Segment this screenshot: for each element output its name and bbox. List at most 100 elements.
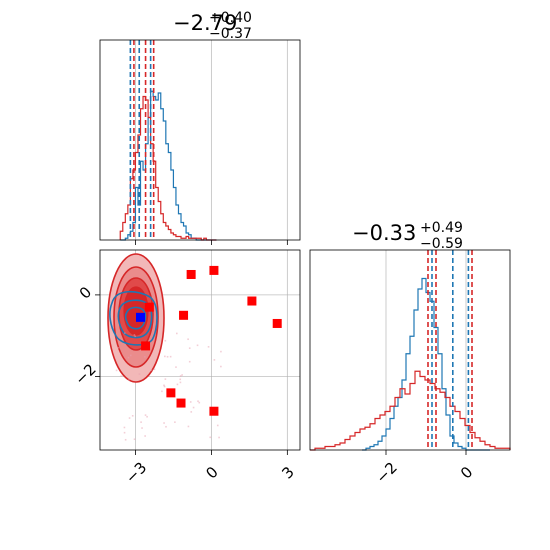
sample-dot xyxy=(164,355,166,358)
sample-dot xyxy=(196,344,199,347)
quantile-lines xyxy=(427,250,473,450)
sample-dot xyxy=(169,355,172,358)
sample-dot xyxy=(207,346,210,348)
sample-dot xyxy=(127,356,130,359)
sample-dot xyxy=(144,414,147,416)
axes-frame xyxy=(99,249,301,451)
panel-title-minus: −0.59 xyxy=(420,236,463,252)
sample-dot xyxy=(129,354,132,357)
x-tick-label: 3 xyxy=(278,463,297,482)
sample-dot xyxy=(176,383,179,386)
scatter-point-blue xyxy=(136,312,146,322)
sample-dot xyxy=(179,375,182,377)
sample-dot xyxy=(218,436,220,439)
axes-frame xyxy=(309,249,511,451)
sample-dot xyxy=(179,378,182,381)
quantile-lines xyxy=(129,40,155,240)
x-ticks: −2 0 xyxy=(373,450,476,487)
panel-title-plus: +0.49 xyxy=(420,220,463,236)
scatter-point-red xyxy=(179,310,189,320)
sample-dot xyxy=(153,368,156,371)
sample-dot xyxy=(146,415,148,418)
axes-frame xyxy=(99,39,301,241)
sample-dot xyxy=(128,378,130,381)
scatter-point-red xyxy=(176,398,186,408)
sample-dot xyxy=(163,422,165,424)
sample-dot xyxy=(115,369,118,372)
sample-dot xyxy=(123,431,126,434)
scatter-point-red xyxy=(144,302,154,312)
panel-title-plus: +0.40 xyxy=(209,10,252,26)
sample-dot xyxy=(133,334,136,336)
sample-dot xyxy=(188,347,191,349)
sample-dot xyxy=(216,424,219,427)
sample-dot xyxy=(165,425,167,428)
sample-dot xyxy=(209,436,212,439)
sample-dot xyxy=(141,427,143,429)
sample-dot xyxy=(124,438,127,441)
panel-title-main: −0.33 xyxy=(352,221,416,245)
panel-title-minus: −0.37 xyxy=(209,26,252,42)
y-tick-label: −2 xyxy=(71,360,99,388)
x-tick-label: −2 xyxy=(373,459,401,487)
y-ticks: −2 0 xyxy=(71,283,100,389)
sample-dot xyxy=(174,421,176,423)
sample-dot xyxy=(120,375,122,377)
sample-dot xyxy=(179,381,182,384)
sample-points xyxy=(115,332,222,441)
panel-joint: −3 0 3 −2 0 xyxy=(71,249,301,487)
sample-dot xyxy=(175,332,178,335)
scatter-point-red xyxy=(209,406,219,416)
sample-dot xyxy=(161,390,163,393)
sample-dot xyxy=(163,384,165,387)
x-tick-label: 0 xyxy=(202,463,221,482)
scatter-point-red xyxy=(272,318,282,328)
sample-dot xyxy=(117,346,120,349)
sample-dot xyxy=(197,400,199,403)
sample-dot xyxy=(164,378,167,380)
sample-dot xyxy=(164,339,167,342)
sample-dot xyxy=(187,338,189,341)
scatter-point-red xyxy=(209,265,219,275)
gridlines xyxy=(385,250,467,450)
sample-dot xyxy=(190,411,193,413)
sample-dot xyxy=(134,335,136,338)
sample-dot xyxy=(140,421,142,423)
histogram-series xyxy=(362,277,490,451)
gridlines xyxy=(135,40,288,240)
sample-dot xyxy=(189,401,192,403)
x-ticks: −3 0 3 xyxy=(122,450,298,487)
contour-blue-outer xyxy=(109,290,158,346)
sample-dot xyxy=(187,425,190,428)
histogram-series xyxy=(310,370,511,451)
panel-title-main: −2.79 xyxy=(173,11,237,35)
sample-dot xyxy=(181,374,183,376)
contour-blue-inner xyxy=(124,306,147,330)
sample-dot xyxy=(213,359,216,361)
x-tick-label: −3 xyxy=(122,459,150,487)
contours xyxy=(107,253,165,383)
panel-marginal-y: −2 0 −0.33 +0.49 −0.59 xyxy=(309,220,511,487)
x-ticks xyxy=(135,240,288,245)
sample-dot xyxy=(198,401,201,404)
sample-dot xyxy=(220,350,222,353)
y-tick-label: 0 xyxy=(76,283,95,302)
sample-dot xyxy=(133,438,136,441)
sample-dot xyxy=(123,332,126,334)
sample-dot xyxy=(144,435,146,437)
sample-dot xyxy=(192,406,195,409)
sample-dot xyxy=(175,366,177,368)
scatter-point-red xyxy=(141,341,151,351)
sample-dot xyxy=(131,415,134,417)
contour-blue-mid xyxy=(117,299,153,339)
scatter-point-red xyxy=(166,388,176,398)
sample-dot xyxy=(188,360,191,363)
x-tick-label: 0 xyxy=(457,463,476,482)
histograms xyxy=(310,277,511,451)
sample-dot xyxy=(220,365,222,368)
scatter-points xyxy=(136,265,282,416)
sample-dot xyxy=(166,355,169,358)
sample-dot xyxy=(123,426,126,429)
sample-dot xyxy=(144,356,146,358)
sample-dot xyxy=(128,417,131,419)
